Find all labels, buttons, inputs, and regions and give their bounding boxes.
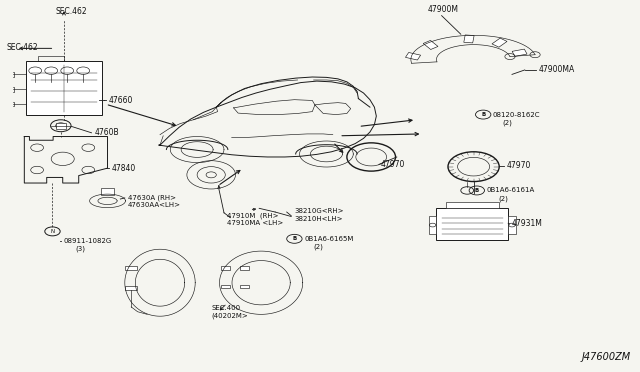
Text: B: B	[292, 236, 296, 241]
Text: B: B	[481, 112, 485, 117]
Bar	[56, 123, 66, 129]
Text: 47630A (RH>: 47630A (RH>	[128, 195, 176, 201]
Text: 47630AA<LH>: 47630AA<LH>	[128, 202, 181, 208]
Text: 47840: 47840	[112, 164, 136, 173]
Text: J47600ZM: J47600ZM	[581, 352, 630, 362]
Bar	[221, 266, 230, 270]
Text: N: N	[51, 229, 54, 234]
Text: SEC.462: SEC.462	[6, 43, 38, 52]
Text: SEC.462: SEC.462	[56, 7, 88, 16]
Text: 47910M  (RH>: 47910M (RH>	[227, 212, 278, 219]
Text: (2): (2)	[498, 196, 508, 202]
Text: 47970: 47970	[380, 160, 404, 169]
Text: B: B	[475, 188, 479, 193]
Text: 47900MA: 47900MA	[539, 65, 575, 74]
Bar	[464, 35, 474, 43]
Bar	[436, 208, 508, 240]
Bar	[429, 216, 436, 234]
Bar	[508, 216, 516, 234]
Text: 38210G<RH>: 38210G<RH>	[294, 208, 344, 214]
Bar	[101, 188, 114, 195]
Text: 47910MA <LH>: 47910MA <LH>	[227, 220, 284, 226]
Text: (2): (2)	[314, 243, 323, 250]
Text: 0B1A6-6161A: 0B1A6-6161A	[486, 187, 534, 193]
Text: 47970: 47970	[507, 161, 531, 170]
Text: 08911-1082G: 08911-1082G	[64, 238, 112, 244]
Bar	[125, 286, 137, 290]
Bar	[512, 49, 527, 56]
Bar	[406, 52, 420, 60]
Text: 38210H<LH>: 38210H<LH>	[294, 217, 343, 222]
Bar	[125, 266, 137, 270]
Bar	[446, 202, 499, 208]
Text: 47660: 47660	[109, 96, 133, 105]
Text: 47931M: 47931M	[512, 219, 543, 228]
Text: 0B1A6-6165M: 0B1A6-6165M	[305, 236, 354, 242]
Bar	[240, 266, 249, 270]
Bar	[26, 61, 102, 115]
Text: 47900M: 47900M	[428, 5, 458, 14]
Bar	[240, 285, 249, 288]
Bar	[221, 285, 230, 288]
Text: (40202M>: (40202M>	[211, 312, 248, 319]
Text: 08120-8162C: 08120-8162C	[493, 112, 540, 118]
Text: SEC.400: SEC.400	[211, 305, 241, 311]
Text: (2): (2)	[502, 119, 512, 126]
Text: 4760B: 4760B	[95, 128, 119, 137]
Bar	[423, 41, 438, 49]
Text: (3): (3)	[76, 245, 86, 252]
Bar	[492, 38, 507, 47]
